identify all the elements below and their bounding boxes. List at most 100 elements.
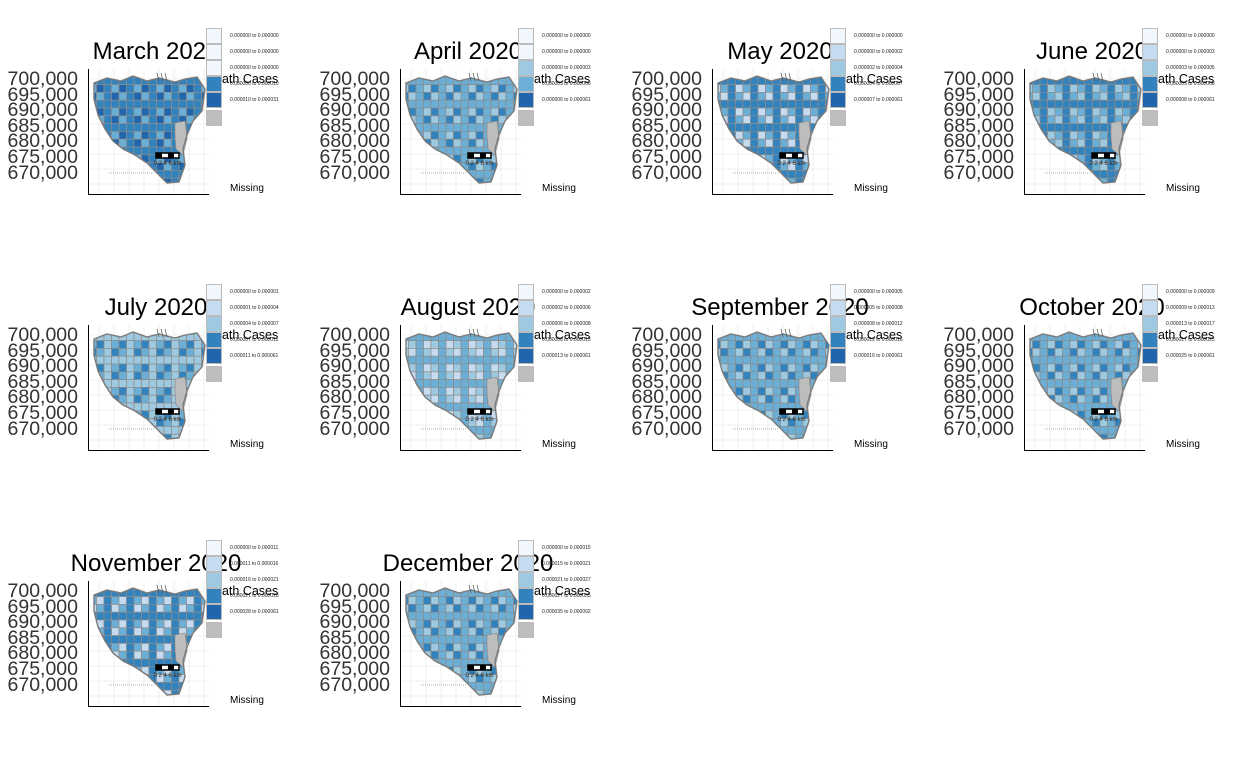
legend-label: 0.000008 to 0.000012	[854, 321, 903, 327]
legend-missing-label: Missing	[230, 183, 264, 194]
legend-label: 0.000000 to 0.000000	[854, 33, 903, 39]
legend-missing-label: Missing	[230, 439, 264, 450]
legend-label: 0.000000 to 0.000000	[230, 65, 279, 71]
legend-label: 0.000011 to 0.000016	[230, 561, 279, 567]
y-axis-tick-label: 695,000	[943, 83, 1015, 106]
legend-label: 0.000000 to 0.000005	[854, 289, 903, 295]
north-arrow	[780, 72, 792, 82]
choropleth-map: 0 2 4 6 km	[1024, 325, 1145, 451]
legend-swatch	[518, 44, 534, 60]
legend-swatch	[518, 60, 534, 76]
legend-title: Death Cases	[1142, 72, 1215, 86]
legend-label: 0.000015 to 0.000021	[542, 561, 591, 567]
y-axis-tick-label: 700,000	[319, 324, 391, 346]
legend-swatch	[1142, 332, 1158, 348]
legend-label: 0.000028 to 0.000061	[230, 609, 279, 615]
missing-district	[174, 376, 188, 412]
missing-district	[798, 376, 812, 412]
legend-label: 0.000000 to 0.000011	[230, 545, 279, 551]
y-axis-tick-label: 695,000	[319, 339, 391, 362]
map-panel: December 2020 700,000 695,000 690,000 685,00…	[312, 512, 624, 768]
y-axis-tick-label: 690,000	[631, 99, 703, 122]
y-axis-tick-label: 695,000	[7, 595, 79, 618]
legend-label: 0.000027 to 0.000035	[542, 593, 591, 599]
region-outline	[717, 75, 830, 184]
legend-missing-label: Missing	[854, 439, 888, 450]
legend-label: 0.000002 to 0.000006	[542, 305, 591, 311]
legend-swatch	[1142, 28, 1158, 44]
map-title: April 2020	[413, 38, 523, 65]
legend-label: 0.000021 to 0.000027	[542, 577, 591, 583]
legend-title: Death Cases	[518, 328, 591, 342]
legend-title: Death Cases	[206, 72, 279, 86]
legend-swatch	[518, 316, 534, 332]
legend-label: 0.000002 to 0.000004	[854, 65, 903, 71]
y-axis-tick-label: 700,000	[7, 68, 79, 90]
scale-bar-label: 0 2 4 6 km	[1089, 161, 1117, 167]
choropleth-map: 0 2 4 6 km	[88, 69, 209, 195]
region-outline	[405, 587, 518, 696]
north-arrow	[1092, 328, 1104, 338]
y-axis-tick-label: 690,000	[943, 99, 1015, 122]
map-panel: April 2020 700,000 695,000 690,000 685,000 68…	[312, 0, 624, 256]
legend-swatch-missing	[830, 366, 846, 382]
legend-title: Death Cases	[1142, 328, 1215, 342]
y-axis-tick-label: 700,000	[7, 580, 79, 602]
y-axis-tick-label: 680,000	[319, 642, 391, 665]
y-axis-tick-label: 700,000	[631, 324, 703, 346]
legend-missing-label: Missing	[542, 695, 576, 706]
y-axis-tick-label: 685,000	[319, 626, 391, 649]
y-axis-tick-label: 680,000	[943, 130, 1015, 153]
map-title: July 2020	[104, 294, 208, 321]
legend-label: 0.000000 to 0.000015	[542, 545, 591, 551]
scale-bar-label: 0 2 4 6 km	[777, 417, 805, 423]
legend-label: 0.000012 to 0.000016	[854, 337, 903, 343]
y-axis-tick-label: 675,000	[943, 402, 1015, 424]
region-outline	[1029, 75, 1142, 184]
choropleth-map: 0 2 4 6 km	[400, 69, 521, 195]
y-axis-tick-label: 695,000	[631, 83, 703, 106]
legend-swatch-missing	[518, 622, 534, 638]
map-title: August 2020	[400, 294, 536, 321]
legend-swatch	[518, 588, 534, 604]
legend-swatch	[518, 92, 534, 108]
y-axis-tick-label: 675,000	[7, 402, 79, 424]
legend-swatch	[830, 300, 846, 316]
legend-label: 0.000000 to 0.000000	[542, 49, 591, 55]
legend-label: 0.000000 to 0.000002	[854, 49, 903, 55]
y-axis-tick-label: 685,000	[7, 370, 79, 393]
north-arrow	[1092, 72, 1104, 82]
legend-swatch	[1142, 44, 1158, 60]
y-axis-tick-label: 680,000	[319, 130, 391, 153]
legend-swatch	[206, 588, 222, 604]
scale-bar-label: 0 2 4 6 km	[1089, 417, 1117, 423]
y-axis-tick-label: 670,000	[7, 161, 79, 184]
map-panel: September 2020 700,000 695,000 690,000 685,0…	[624, 256, 936, 512]
region-outline	[405, 331, 518, 440]
legend-swatch	[206, 76, 222, 92]
choropleth-map: 0 2 4 6 km	[88, 325, 209, 451]
legend-swatch	[830, 92, 846, 108]
legend-swatch	[518, 604, 534, 620]
legend-missing-label: Missing	[854, 183, 888, 194]
missing-district	[174, 632, 188, 668]
y-axis-tick-label: 685,000	[943, 370, 1015, 393]
legend-swatch	[518, 284, 534, 300]
y-axis-tick-label: 670,000	[631, 417, 703, 440]
y-axis-tick-label: 670,000	[319, 673, 391, 696]
legend-missing-label: Missing	[230, 695, 264, 706]
y-axis-tick-label: 680,000	[7, 386, 79, 409]
legend-swatch	[1142, 92, 1158, 108]
legend-label: 0.000010 to 0.000031	[230, 97, 279, 103]
legend-swatch	[1142, 284, 1158, 300]
north-arrow	[156, 584, 168, 594]
y-axis-tick-label: 700,000	[7, 324, 79, 346]
legend-swatch	[206, 540, 222, 556]
region-outline	[405, 75, 518, 184]
scale-bar-label: 0 2 4 6 km	[153, 417, 181, 423]
legend-missing-label: Missing	[542, 439, 576, 450]
legend-title: Death Cases	[830, 72, 903, 86]
legend-swatch	[830, 60, 846, 76]
legend-missing-label: Missing	[542, 183, 576, 194]
scale-bar-label: 0 2 4 6 km	[465, 161, 493, 167]
